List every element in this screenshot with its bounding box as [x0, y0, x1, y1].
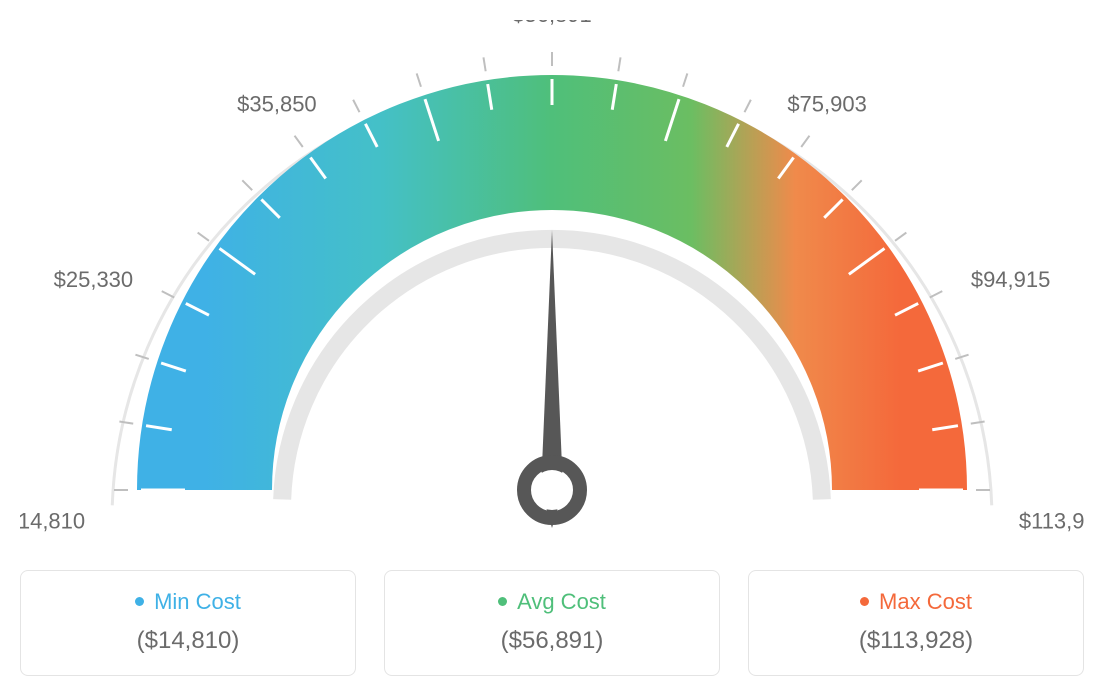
legend-card-max: Max Cost ($113,928)	[748, 570, 1084, 676]
legend-title-max: Max Cost	[759, 589, 1073, 615]
dot-icon	[860, 597, 869, 606]
legend-row: Min Cost ($14,810) Avg Cost ($56,891) Ma…	[20, 570, 1084, 676]
legend-title-min: Min Cost	[31, 589, 345, 615]
legend-card-min: Min Cost ($14,810)	[20, 570, 356, 676]
legend-label-avg: Avg Cost	[517, 589, 606, 614]
svg-text:$94,915: $94,915	[971, 267, 1051, 292]
svg-text:$25,330: $25,330	[54, 267, 134, 292]
svg-text:$35,850: $35,850	[237, 91, 317, 116]
legend-label-min: Min Cost	[154, 589, 241, 614]
cost-gauge-chart: $14,810 $25,330 $35,850 $56,891 $75,903 $94,9…	[20, 20, 1084, 560]
gauge-svg: $14,810 $25,330 $35,850 $56,891 $75,903 $94,9…	[20, 20, 1084, 560]
legend-label-max: Max Cost	[879, 589, 972, 614]
legend-value-min: ($14,810)	[31, 627, 345, 655]
svg-text:$113,928: $113,928	[1019, 509, 1084, 534]
legend-card-avg: Avg Cost ($56,891)	[384, 570, 720, 676]
legend-value-max: ($113,928)	[759, 627, 1073, 655]
dot-icon	[135, 597, 144, 606]
svg-text:$56,891: $56,891	[512, 20, 592, 27]
svg-text:$14,810: $14,810	[20, 509, 85, 534]
legend-title-avg: Avg Cost	[395, 589, 709, 615]
svg-text:$75,903: $75,903	[787, 91, 867, 116]
dot-icon	[498, 597, 507, 606]
legend-value-avg: ($56,891)	[395, 627, 709, 655]
